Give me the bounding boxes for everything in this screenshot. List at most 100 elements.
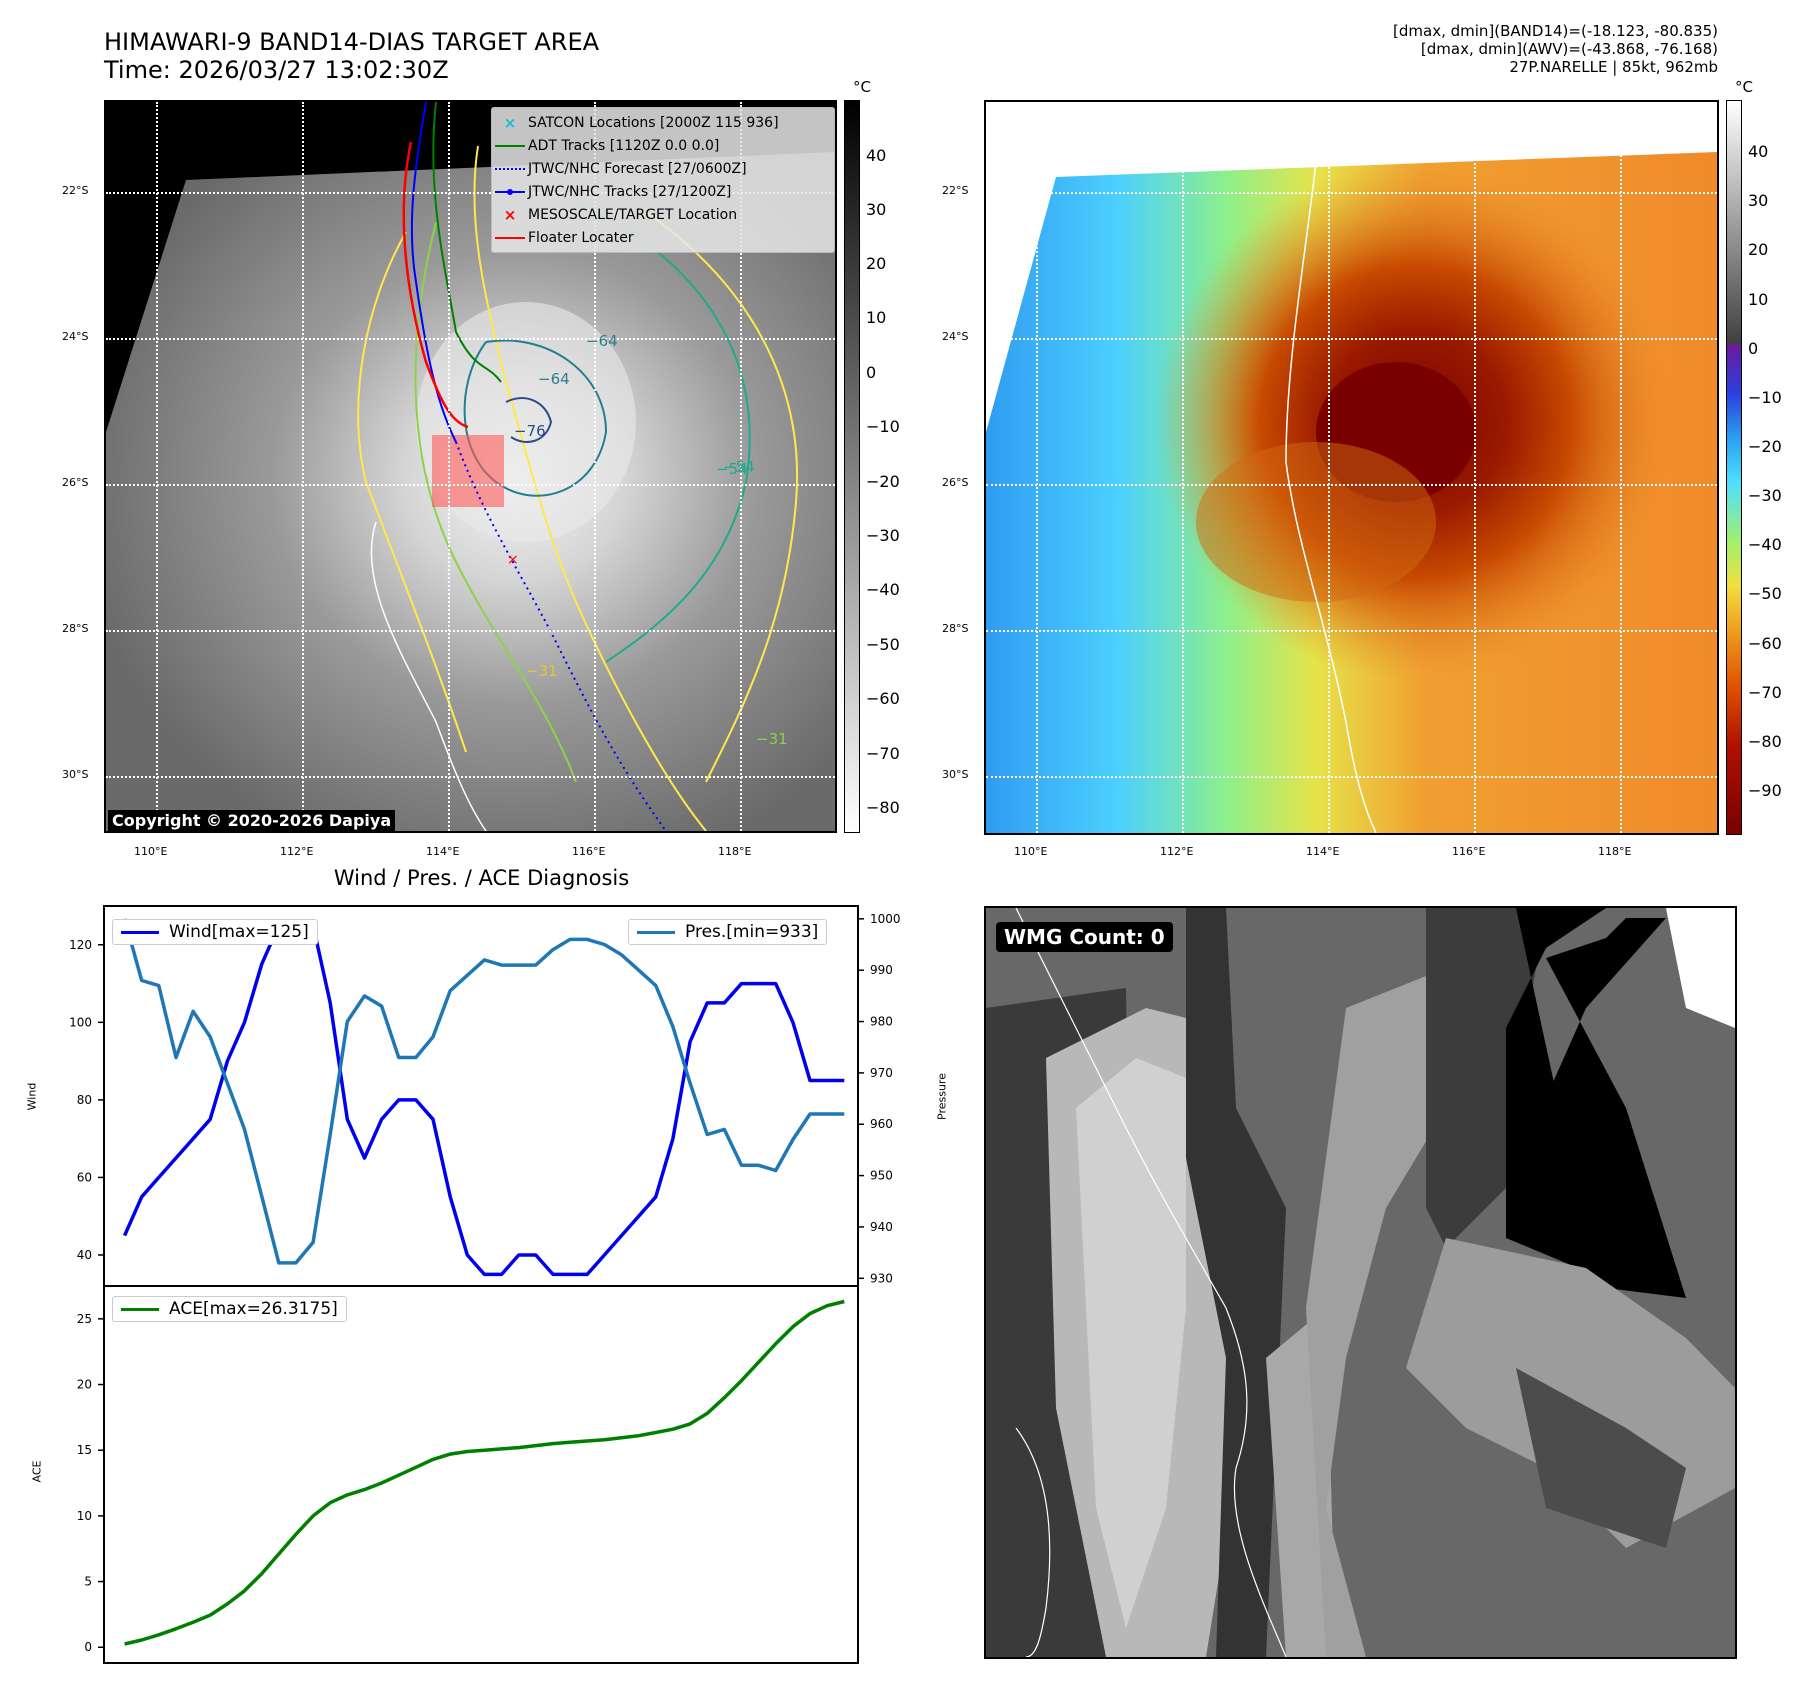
pressure-tick-label: 950 <box>870 1169 893 1183</box>
lon-tick: 118°E <box>1598 845 1632 858</box>
lon-tick: 114°E <box>426 845 460 858</box>
wmg-count-badge: WMG Count: 0 <box>996 922 1173 952</box>
legend-label: Floater Locater <box>528 229 634 246</box>
contour-label: −31 <box>526 662 558 680</box>
cyan-x-marker-icon: × <box>503 113 517 132</box>
contour-label: −54 <box>716 460 748 478</box>
colorbar-tick: −20 <box>866 472 900 491</box>
colorbar-tick: −50 <box>1748 584 1782 603</box>
lat-tick: 28°S <box>942 622 969 635</box>
ace-series-line <box>124 1299 845 1646</box>
wind-legend: Wind[max=125] <box>112 919 318 945</box>
awv-enhanced-image <box>986 152 1717 833</box>
pressure-tick-label: 930 <box>870 1271 893 1285</box>
ace-tick-label: 15 <box>77 1443 92 1457</box>
legend-satcon: × SATCON Locations [2000Z 115 936] <box>492 111 834 134</box>
colorbar-tick: −50 <box>866 635 900 654</box>
tl-title-line1: HIMAWARI-9 BAND14-DIAS TARGET AREA <box>104 28 600 56</box>
pressure-tick-label: 980 <box>870 1015 893 1029</box>
ace-tick-label: 10 <box>77 1509 92 1523</box>
contour-label: −31 <box>756 730 788 748</box>
tr-info-line3: 27P.NARELLE | 85kt, 962mb <box>1509 58 1718 76</box>
colorbar-tick: −70 <box>866 744 900 763</box>
colorbar-tick: 30 <box>1748 191 1769 210</box>
ace-tick-label: 20 <box>77 1378 92 1392</box>
colorbar-tick: −60 <box>1748 634 1782 653</box>
wmg-image <box>986 908 1735 1657</box>
ace-frame <box>103 1285 859 1664</box>
lat-tick: 22°S <box>942 184 969 197</box>
colorbar-tick: −80 <box>866 798 900 817</box>
wmg-panel: WMG Count: 0 <box>984 906 1737 1659</box>
lat-tick: 24°S <box>942 330 969 343</box>
wind-tick-label: 100 <box>69 1015 92 1029</box>
wind-series-line <box>122 923 845 1277</box>
lon-tick: 110°E <box>134 845 168 858</box>
legend-label: JTWC/NHC Tracks [27/1200Z] <box>528 183 732 200</box>
lat-tick: 30°S <box>942 768 969 781</box>
lon-tick: 114°E <box>1306 845 1340 858</box>
lat-tick: 26°S <box>62 476 89 489</box>
ace-legend: ACE[max=26.3175] <box>112 1296 347 1322</box>
green-line-icon <box>492 144 528 147</box>
lon-tick: 116°E <box>1452 845 1486 858</box>
colorbar-tick: −80 <box>1748 732 1782 751</box>
lon-tick: 110°E <box>1014 845 1048 858</box>
ace-axis-label: ACE <box>30 1460 44 1483</box>
diagnosis-title: Wind / Pres. / ACE Diagnosis <box>333 866 630 890</box>
tr-colorbar <box>1726 100 1742 835</box>
legend-tracks: JTWC/NHC Tracks [27/1200Z] <box>492 180 834 203</box>
wind-legend-label: Wind[max=125] <box>169 922 309 942</box>
legend-forecast: JTWC/NHC Forecast [27/0600Z] <box>492 157 834 180</box>
legend-mesoscale: × MESOSCALE/TARGET Location <box>492 203 834 226</box>
lat-tick: 24°S <box>62 330 89 343</box>
wind-tick-label: 40 <box>77 1248 92 1262</box>
wind-line-icon <box>121 930 159 934</box>
legend-label: SATCON Locations [2000Z 115 936] <box>528 114 779 131</box>
pressure-tick-label: 990 <box>870 963 893 977</box>
red-line-icon <box>492 236 528 239</box>
colorbar-tick: −70 <box>1748 683 1782 702</box>
wind-axis-label: Wind <box>25 1082 39 1111</box>
tl-colorbar-unit: °C <box>853 78 871 96</box>
legend-floater: Floater Locater <box>492 226 834 249</box>
legend-adt: ADT Tracks [1120Z 0.0 0.0] <box>492 134 834 157</box>
blue-dot-line-icon <box>492 188 528 195</box>
lat-tick: 22°S <box>62 184 89 197</box>
awv-enhanced-panel <box>984 100 1719 835</box>
pressure-series-line <box>122 918 845 1265</box>
lon-tick: 116°E <box>572 845 606 858</box>
contour-label: −54 <box>723 458 755 476</box>
colorbar-tick: −40 <box>1748 535 1782 554</box>
colorbar-tick: −90 <box>1748 781 1782 800</box>
pressure-axis-label: Pressure <box>935 1073 949 1120</box>
colorbar-tick: 20 <box>866 254 887 273</box>
colorbar-tick: 0 <box>866 363 877 382</box>
colorbar-tick: 30 <box>866 200 887 219</box>
diagnosis-chart: 40 60 80 100 120 930 940 950 960 970 980 990 1000 0 5… <box>69 905 901 1664</box>
colorbar-tick: −30 <box>866 526 900 545</box>
tr-colorbar-unit: °C <box>1735 78 1753 96</box>
tl-colorbar <box>844 100 860 833</box>
contour-label: −76 <box>514 422 546 440</box>
colorbar-tick: −20 <box>1748 437 1782 456</box>
pressure-tick-label: 970 <box>870 1066 893 1080</box>
wind-tick-label: 80 <box>77 1093 92 1107</box>
pressure-legend-label: Pres.[min=933] <box>685 922 819 942</box>
contour-label: −64 <box>586 332 618 350</box>
legend-label: JTWC/NHC Forecast [27/0600Z] <box>528 160 747 177</box>
pressure-tick-label: 940 <box>870 1220 893 1234</box>
red-x-marker-icon: × <box>503 205 517 224</box>
ace-tick-label: 0 <box>84 1640 92 1654</box>
colorbar-tick: 10 <box>866 308 887 327</box>
lat-tick: 30°S <box>62 768 89 781</box>
copyright-badge: Copyright © 2020-2026 Dapiya <box>108 810 396 831</box>
lon-tick: 112°E <box>280 845 314 858</box>
ir-satellite-image: × <box>106 102 835 831</box>
colorbar-tick: −10 <box>866 417 900 436</box>
track-legend: × SATCON Locations [2000Z 115 936] ADT T… <box>491 107 835 253</box>
colorbar-tick: −40 <box>866 580 900 599</box>
contour-label: −64 <box>538 370 570 388</box>
colorbar-tick: 10 <box>1748 290 1769 309</box>
colorbar-tick: −30 <box>1748 486 1782 505</box>
